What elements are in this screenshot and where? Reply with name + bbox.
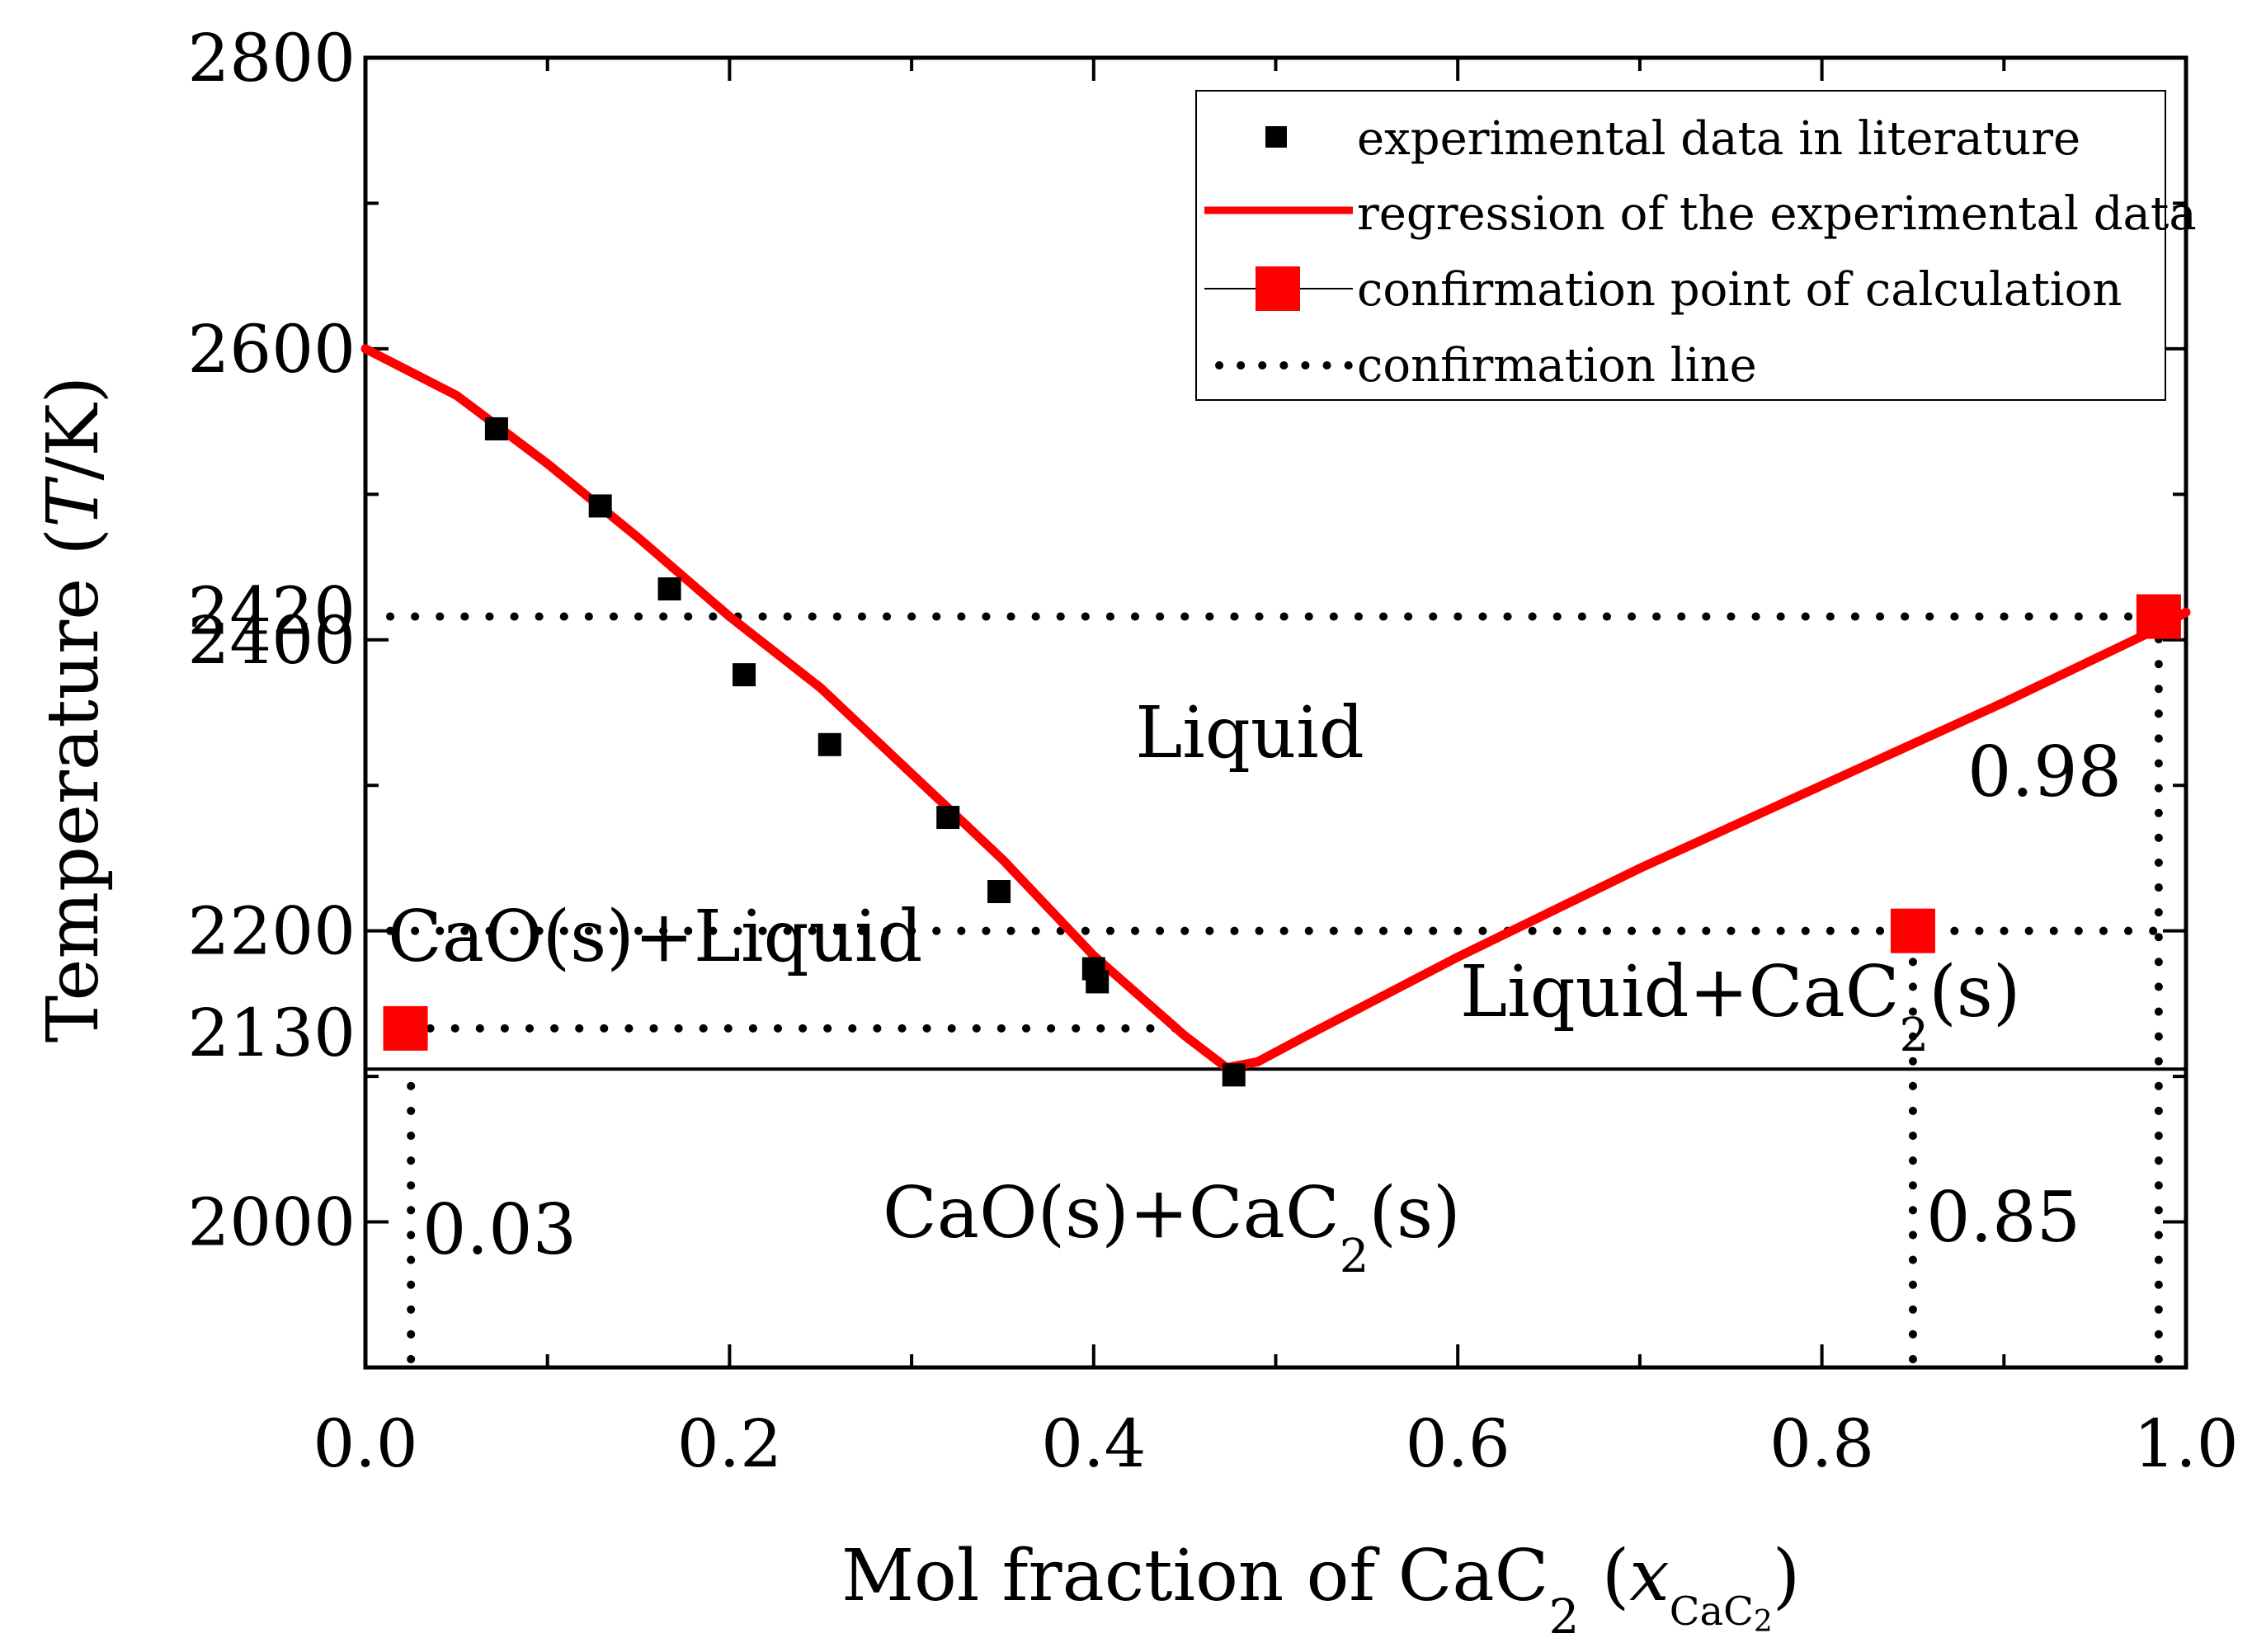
region-solid-main: CaO(s)+CaC <box>883 1172 1340 1254</box>
region-solid-sub: 2 <box>1340 1230 1369 1283</box>
legend-marker-experimental <box>1265 126 1287 148</box>
experimental-point <box>936 806 960 830</box>
legend: experimental data in literature regressi… <box>1195 90 2197 401</box>
experimental-point <box>588 494 612 518</box>
x-tick-labels: 0.0 0.2 0.4 0.6 0.8 1.0 <box>313 1405 2238 1482</box>
y-title-unit: /K) <box>32 376 115 481</box>
x-title-main: Mol fraction of CaC <box>841 1535 1548 1617</box>
y-tick-label: 2600 <box>187 311 356 388</box>
x-tick-label: 0.2 <box>677 1405 782 1482</box>
region-label-liquid: Liquid <box>1135 692 1364 774</box>
axis-ticks <box>364 56 2188 1369</box>
confirmation-point <box>1890 908 1935 953</box>
y-tick-label: 2000 <box>187 1184 356 1261</box>
confirmation-lines <box>386 612 2163 1363</box>
confirmation-point <box>2136 594 2181 639</box>
experimental-points <box>484 417 1246 1087</box>
legend-label-experimental: experimental data in literature <box>1357 112 2080 166</box>
legend-marker-confirm-point <box>1256 266 1300 311</box>
x-axis-title: Mol fraction of CaC2 (xCaC2) <box>841 1535 1800 1645</box>
legend-box <box>1195 90 2166 401</box>
experimental-point <box>484 417 508 440</box>
legend-label-regression: regression of the experimental data <box>1357 187 2197 241</box>
experimental-point <box>817 732 841 756</box>
x-tick-label: 0.4 <box>1041 1405 1146 1482</box>
y-tick-label: 2200 <box>187 893 356 970</box>
experimental-point <box>1222 1063 1246 1087</box>
confirmation-points <box>383 594 2181 1051</box>
x-title-open: ( <box>1579 1535 1629 1617</box>
x-tick-label: 1.0 <box>2133 1405 2238 1482</box>
value-label-0-98: 0.98 <box>1967 732 2122 812</box>
y-tick-label: 2420 <box>187 572 356 649</box>
region-liquid-cac2-sub: 2 <box>1900 1009 1929 1062</box>
x-tick-label: 0.8 <box>1769 1405 1874 1482</box>
experimental-point <box>1086 970 1110 994</box>
region-solid-tail: (s) <box>1369 1172 1460 1254</box>
x-tick-label: 0.0 <box>313 1405 417 1482</box>
experimental-point <box>987 880 1011 904</box>
x-title-var: x <box>1629 1535 1670 1617</box>
confirmation-point <box>383 1005 428 1051</box>
x-tick-label: 0.6 <box>1406 1405 1510 1482</box>
x-title-close: ) <box>1773 1535 1801 1617</box>
x-title-var-sub2: 2 <box>1754 1605 1773 1639</box>
y-title-var: T <box>32 476 115 528</box>
experimental-point <box>657 577 681 601</box>
value-label-0-03: 0.03 <box>422 1189 577 1270</box>
region-label-solid: CaO(s)+CaC2(s) <box>883 1172 1461 1283</box>
value-label-0-85: 0.85 <box>1926 1177 2080 1258</box>
x-title-var-sub: CaC <box>1670 1588 1754 1635</box>
y-tick-label: 2130 <box>187 995 356 1071</box>
legend-label-confirm-point: confirmation point of calculation <box>1357 263 2122 317</box>
regression-curve <box>360 344 2191 1073</box>
region-liquid-cac2-tail: (s) <box>1929 951 2020 1033</box>
region-label-liquid-cac2: Liquid+CaC2(s) <box>1460 951 2020 1062</box>
y-axis-title: Temperature (T/K) <box>32 376 115 1043</box>
y-title-main: Temperature ( <box>32 528 115 1043</box>
region-label-cao-liquid: CaO(s)+Liquid <box>388 896 923 978</box>
y-tick-label: 2400 <box>187 602 356 679</box>
experimental-point <box>733 663 756 687</box>
x-title-sub: 2 <box>1548 1588 1579 1645</box>
region-liquid-cac2-main: Liquid+CaC <box>1460 951 1900 1033</box>
regression-curve-group <box>360 344 2191 1073</box>
legend-label-dotted: confirmation line <box>1357 339 1757 393</box>
y-tick-label: 2800 <box>187 20 356 96</box>
